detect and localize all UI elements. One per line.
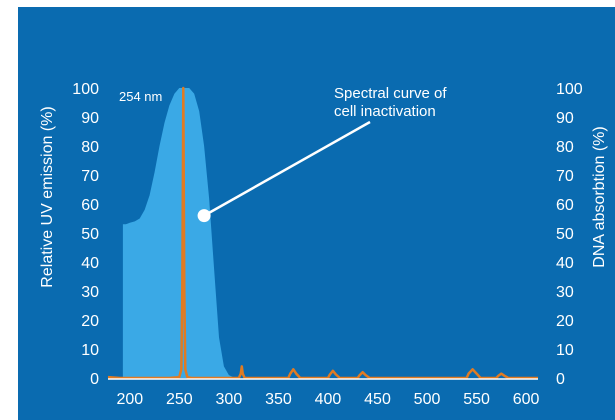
y-axis-title-right: DNA absorbtion (%) [591,126,608,267]
y-tick-label-right: 90 [556,110,574,127]
y-tick-label-left: 70 [81,168,99,185]
x-tick-label: 550 [463,391,490,408]
y-tick-label-left: 100 [72,81,99,98]
y-tick-label-left: 80 [81,139,99,156]
y-tick-label-left: 10 [81,342,99,359]
x-tick-label: 350 [265,391,292,408]
callout-text-line-1: Spectral curve of [334,85,447,102]
y-tick-label-left: 0 [90,371,99,388]
emission-line [107,86,538,380]
x-tick-label: 450 [364,391,391,408]
absorption-area [122,88,239,378]
y-tick-label-right: 0 [556,371,565,388]
x-tick-label: 300 [216,391,243,408]
callout-text-line-2: cell inactivation [334,103,436,120]
y-tick-label-right: 100 [556,81,583,98]
callout-line [203,120,371,217]
y-tick-label-right: 60 [556,197,574,214]
x-tick-label: 200 [116,391,143,408]
y-tick-label-left: 30 [81,284,99,301]
x-tick-label: 400 [315,391,342,408]
y-tick-label-right: 10 [556,342,574,359]
y-tick-label-right: 30 [556,284,574,301]
y-tick-label-right: 40 [556,255,574,272]
y-tick-label-left: 20 [81,313,99,330]
y-tick-label-right: 50 [556,226,574,243]
chart-svg: 200 250 300 350 400 450 500 550 6000102030405060… [39,81,608,408]
y-tick-label-left: 60 [81,197,99,214]
peak-wavelength-label: 254 nm [119,89,162,104]
y-axis-title-left: Relative UV emission (%) [39,106,56,287]
y-tick-label-right: 70 [556,168,574,185]
x-tick-label: 250 [166,391,193,408]
y-tick-label-left: 40 [81,255,99,272]
x-tick-label: 600 [513,391,540,408]
x-tick-label: 500 [414,391,441,408]
chart-panel: 200 250 300 350 400 450 500 550 600 0 10 20 30 40 50 60… [18,7,615,420]
y-tick-label-left: 90 [81,110,99,127]
callout-dot [197,209,211,223]
y-tick-label-right: 80 [556,139,574,156]
y-tick-label-left: 50 [81,226,99,243]
y-tick-label-right: 20 [556,313,574,330]
